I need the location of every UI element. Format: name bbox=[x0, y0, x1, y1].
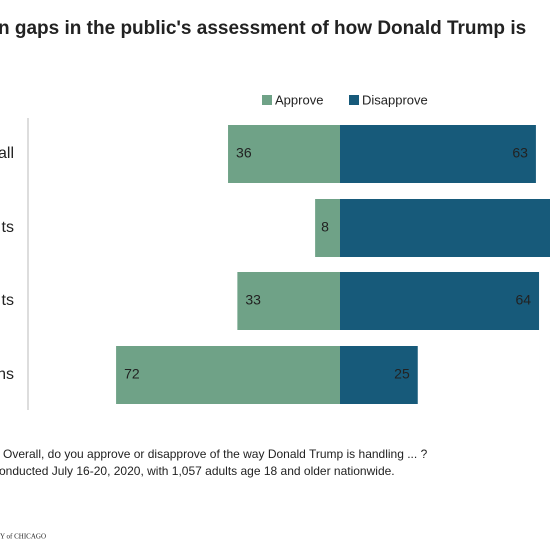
value-label: 33 bbox=[245, 292, 261, 308]
value-label: 25 bbox=[394, 366, 410, 382]
legend-swatch bbox=[262, 95, 272, 105]
value-label: 63 bbox=[512, 145, 528, 161]
bar bbox=[228, 125, 340, 183]
value-label: 72 bbox=[124, 366, 140, 382]
value-label: 64 bbox=[515, 292, 531, 308]
category-label: ts bbox=[2, 219, 14, 236]
chart-title: n gaps in the public's assessment of how… bbox=[0, 18, 526, 39]
bar bbox=[340, 346, 418, 404]
bar bbox=[340, 272, 540, 330]
category-label: ts bbox=[2, 292, 14, 309]
bar bbox=[340, 125, 536, 183]
note: Overall, do you approve or disapprove of… bbox=[3, 447, 428, 461]
legend-label: Approve bbox=[275, 92, 323, 107]
value-label: 36 bbox=[236, 145, 252, 161]
category-label: ns bbox=[0, 366, 14, 383]
note: onducted July 16-20, 2020, with 1,057 ad… bbox=[0, 464, 395, 478]
bar bbox=[116, 346, 340, 404]
category-label: all bbox=[0, 145, 14, 162]
value-label: 8 bbox=[321, 219, 329, 235]
legend-swatch bbox=[349, 95, 359, 105]
bar bbox=[340, 199, 550, 257]
source: Y of CHICAGO bbox=[0, 533, 46, 541]
bar bbox=[315, 199, 340, 257]
bar bbox=[237, 272, 340, 330]
legend-label: Disapprove bbox=[362, 92, 428, 107]
